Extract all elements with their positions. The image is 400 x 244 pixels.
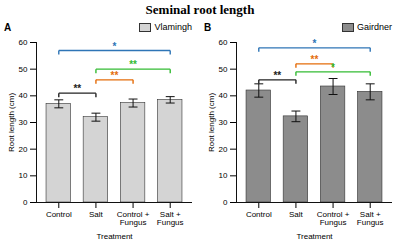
html-text:B: B (204, 21, 212, 33)
svg-text:60: 60 (219, 38, 228, 47)
svg-text:20: 20 (19, 145, 28, 154)
svg-text:Root length (cm): Root length (cm) (207, 93, 216, 152)
svg-text:0: 0 (23, 198, 28, 207)
svg-text:*: * (331, 62, 335, 73)
svg-text:**: ** (273, 70, 281, 81)
svg-text:30: 30 (219, 118, 228, 127)
svg-text:**: ** (311, 54, 319, 65)
svg-text:10: 10 (19, 171, 28, 180)
svg-text:10: 10 (219, 171, 228, 180)
svg-text:**: ** (129, 59, 137, 70)
html-text:Seminal root length: Seminal root length (145, 2, 255, 17)
svg-text:Salt: Salt (289, 210, 304, 219)
svg-text:Treatment: Treatment (96, 232, 133, 241)
html-text:Vlamingh: Vlamingh (154, 22, 192, 32)
svg-text:Control +Fungus: Control +Fungus (117, 210, 150, 227)
svg-text:*: * (113, 41, 117, 52)
svg-text:*: * (313, 38, 317, 49)
svg-text:Root length (cm): Root length (cm) (7, 93, 16, 152)
svg-text:30: 30 (19, 118, 28, 127)
svg-text:0: 0 (223, 198, 228, 207)
svg-text:**: ** (111, 70, 119, 81)
svg-text:40: 40 (219, 91, 228, 100)
svg-text:**: ** (73, 83, 81, 94)
svg-text:40: 40 (19, 91, 28, 100)
svg-text:Control: Control (46, 210, 72, 219)
html-text:A: A (4, 21, 12, 33)
svg-text:Treatment: Treatment (296, 232, 333, 241)
svg-text:50: 50 (219, 65, 228, 74)
svg-text:Salt: Salt (89, 210, 104, 219)
svg-text:Control: Control (246, 210, 272, 219)
svg-text:60: 60 (19, 38, 28, 47)
svg-text:50: 50 (19, 65, 28, 74)
svg-text:20: 20 (219, 145, 228, 154)
svg-text:Salt +Fungus: Salt +Fungus (157, 210, 184, 227)
svg-text:Salt +Fungus: Salt +Fungus (357, 210, 384, 227)
html-text:Gairdner: Gairdner (357, 22, 392, 32)
svg-text:Control +Fungus: Control +Fungus (317, 210, 350, 227)
